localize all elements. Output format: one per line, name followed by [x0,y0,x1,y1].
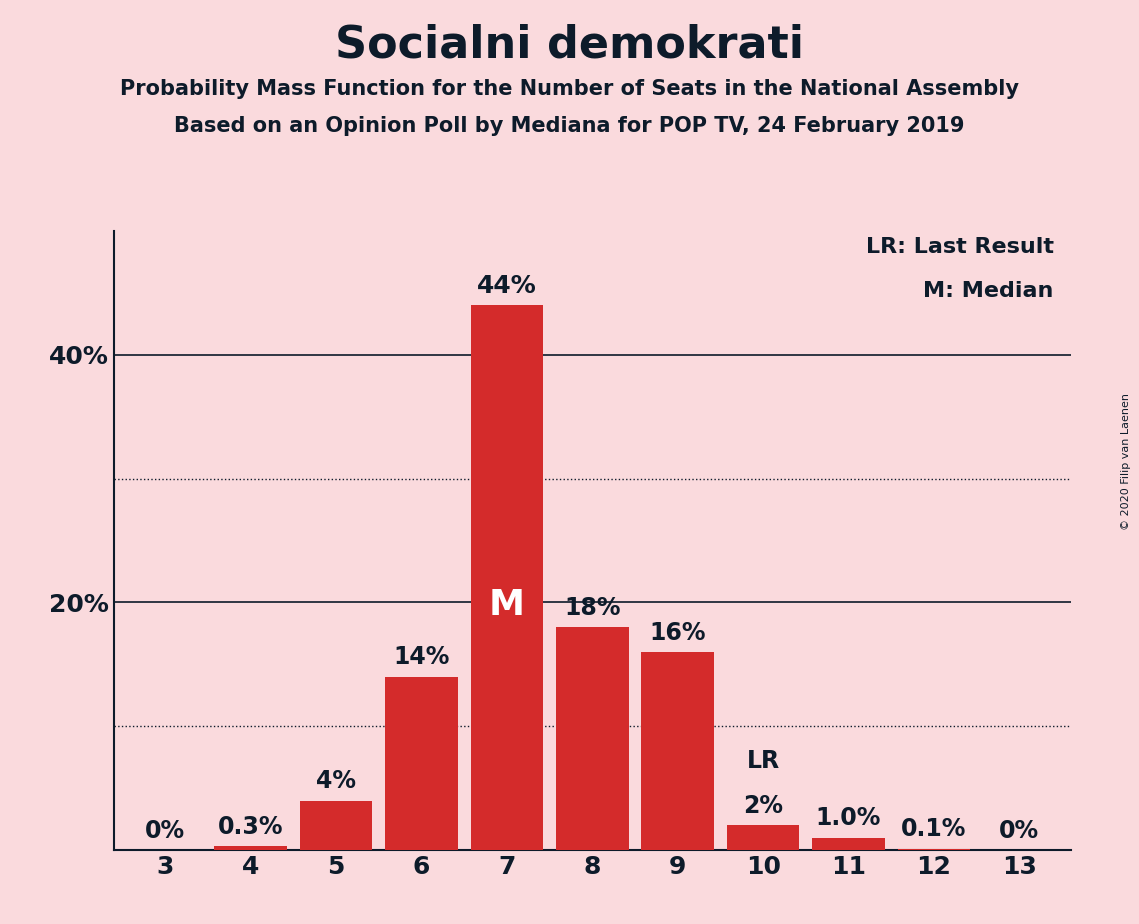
Text: M: M [489,588,525,622]
Bar [556,627,629,850]
Text: 0.1%: 0.1% [901,818,967,842]
Bar [727,825,800,850]
Text: 18%: 18% [564,596,621,620]
Bar [641,652,714,850]
Text: 16%: 16% [649,621,706,645]
Bar [898,849,970,850]
Bar [385,676,458,850]
Text: 1.0%: 1.0% [816,807,882,831]
Text: Probability Mass Function for the Number of Seats in the National Assembly: Probability Mass Function for the Number… [120,79,1019,99]
Text: M: Median: M: Median [924,281,1054,300]
Text: 4%: 4% [316,769,357,793]
Text: 44%: 44% [477,274,536,298]
Bar [300,800,372,850]
Text: LR: Last Result: LR: Last Result [866,237,1054,257]
Bar [470,305,543,850]
Text: 14%: 14% [393,645,450,669]
Text: 0%: 0% [999,819,1040,843]
Text: Based on an Opinion Poll by Mediana for POP TV, 24 February 2019: Based on an Opinion Poll by Mediana for … [174,116,965,136]
Bar [214,846,287,850]
Text: Socialni demokrati: Socialni demokrati [335,23,804,67]
Text: 0%: 0% [145,819,186,843]
Bar [812,838,885,850]
Text: 2%: 2% [743,794,784,818]
Text: LR: LR [746,749,780,773]
Text: 0.3%: 0.3% [218,815,284,839]
Text: © 2020 Filip van Laenen: © 2020 Filip van Laenen [1121,394,1131,530]
